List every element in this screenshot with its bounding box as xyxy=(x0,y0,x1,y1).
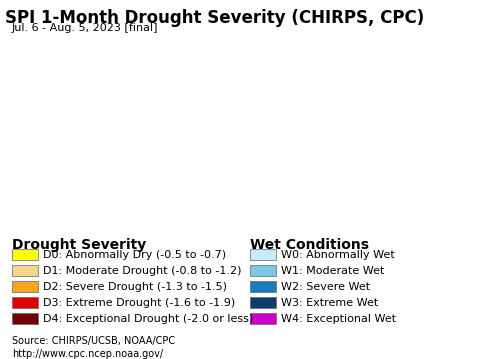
Text: Drought Severity: Drought Severity xyxy=(12,238,146,252)
Text: D0: Abnormally Dry (-0.5 to -0.7): D0: Abnormally Dry (-0.5 to -0.7) xyxy=(43,250,227,260)
Text: W1: Moderate Wet: W1: Moderate Wet xyxy=(281,266,384,276)
Text: D3: Extreme Drought (-1.6 to -1.9): D3: Extreme Drought (-1.6 to -1.9) xyxy=(43,298,236,308)
Text: D2: Severe Drought (-1.3 to -1.5): D2: Severe Drought (-1.3 to -1.5) xyxy=(43,282,227,292)
Text: Jul. 6 - Aug. 5, 2023 [final]: Jul. 6 - Aug. 5, 2023 [final] xyxy=(12,23,158,33)
Bar xyxy=(12,250,38,260)
Text: W2: Severe Wet: W2: Severe Wet xyxy=(281,282,370,292)
Bar xyxy=(12,266,38,276)
Bar xyxy=(250,313,276,324)
Text: Source: CHIRPS/UCSB, NOAA/CPC: Source: CHIRPS/UCSB, NOAA/CPC xyxy=(12,336,175,346)
Text: W4: Exceptional Wet: W4: Exceptional Wet xyxy=(281,314,396,324)
Bar xyxy=(12,281,38,292)
Bar xyxy=(250,250,276,260)
Bar xyxy=(250,298,276,308)
Bar xyxy=(250,266,276,276)
Text: D1: Moderate Drought (-0.8 to -1.2): D1: Moderate Drought (-0.8 to -1.2) xyxy=(43,266,242,276)
Text: D4: Exceptional Drought (-2.0 or less): D4: Exceptional Drought (-2.0 or less) xyxy=(43,314,253,324)
Text: SPI 1-Month Drought Severity (CHIRPS, CPC): SPI 1-Month Drought Severity (CHIRPS, CP… xyxy=(5,9,424,27)
Text: W3: Extreme Wet: W3: Extreme Wet xyxy=(281,298,378,308)
Text: Wet Conditions: Wet Conditions xyxy=(250,238,369,252)
Text: http://www.cpc.ncep.noaa.gov/: http://www.cpc.ncep.noaa.gov/ xyxy=(12,349,163,359)
Bar xyxy=(12,298,38,308)
Bar xyxy=(12,313,38,324)
Bar xyxy=(250,281,276,292)
Text: W0: Abnormally Wet: W0: Abnormally Wet xyxy=(281,250,395,260)
